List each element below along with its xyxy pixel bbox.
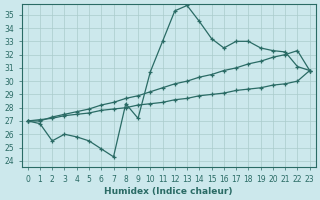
X-axis label: Humidex (Indice chaleur): Humidex (Indice chaleur) [104, 187, 233, 196]
